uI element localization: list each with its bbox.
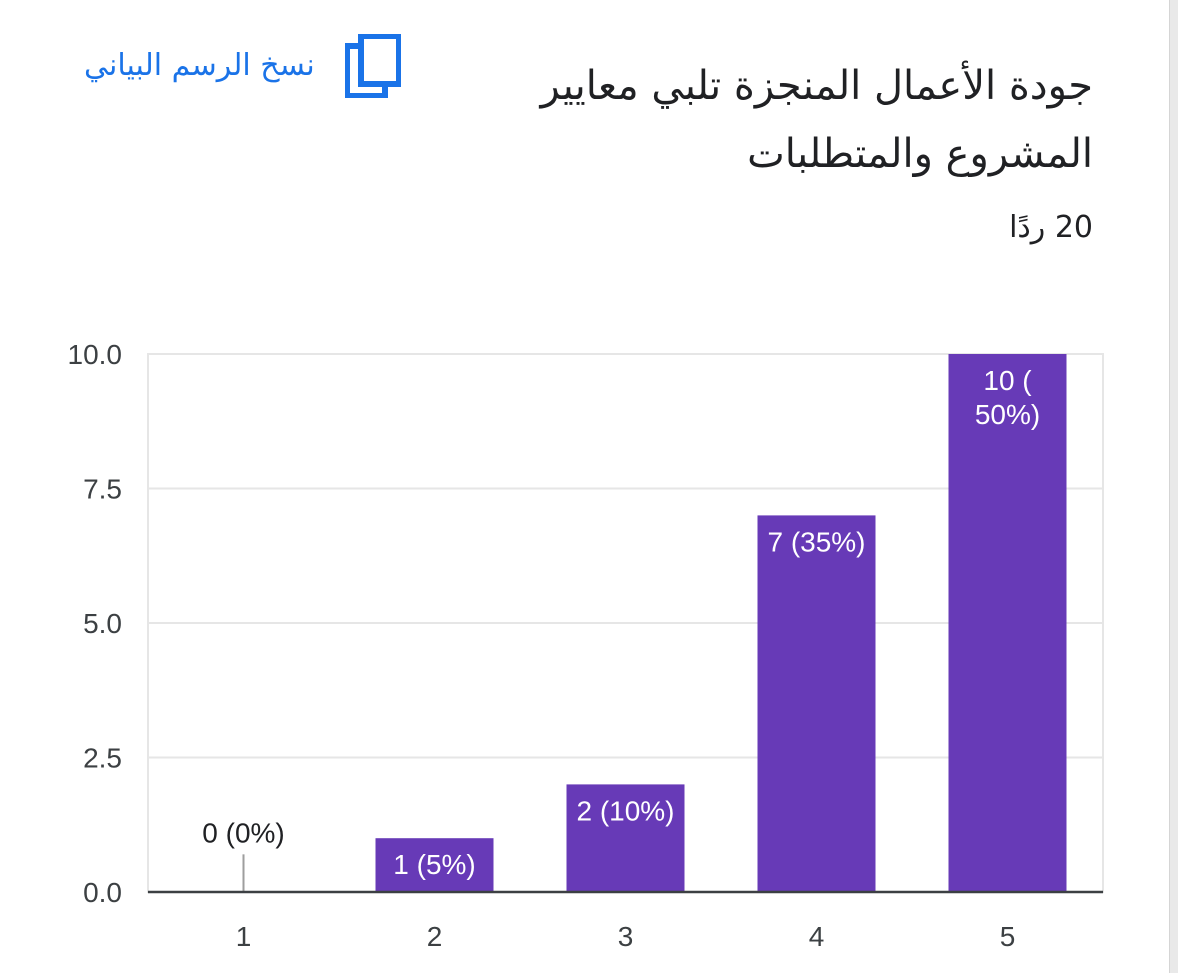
x-tick-label: 3: [618, 921, 634, 952]
y-tick-label: 0.0: [83, 877, 122, 908]
copy-chart-label: نسخ الرسم البياني: [84, 48, 315, 83]
x-tick-label: 2: [427, 921, 443, 952]
copy-icon: [344, 34, 401, 98]
bar: [948, 354, 1067, 892]
y-tick-label: 10.0: [68, 339, 123, 370]
bar-data-label: 2 (10%): [576, 795, 674, 826]
bar-data-label: 10 (50%): [975, 365, 1040, 430]
bar: [375, 838, 494, 892]
response-count: 20 ردًا: [1009, 210, 1093, 245]
bar-data-label: 0 (0%): [202, 817, 284, 848]
bar: [566, 784, 685, 892]
x-tick-label: 5: [1000, 921, 1016, 952]
x-tick-label: 1: [236, 921, 252, 952]
bar: [757, 515, 876, 892]
y-tick-label: 2.5: [83, 743, 122, 774]
question-title: جودة الأعمال المنجزة تلبي معايير المشروع…: [540, 63, 1094, 177]
x-tick-label: 4: [809, 921, 825, 952]
y-tick-label: 5.0: [83, 608, 122, 639]
copy-chart-button[interactable]: نسخ الرسم البياني: [84, 34, 401, 98]
bar-data-label: 1 (5%): [393, 849, 475, 880]
y-tick-label: 7.5: [83, 474, 122, 505]
bar-data-label: 7 (35%): [767, 526, 865, 557]
